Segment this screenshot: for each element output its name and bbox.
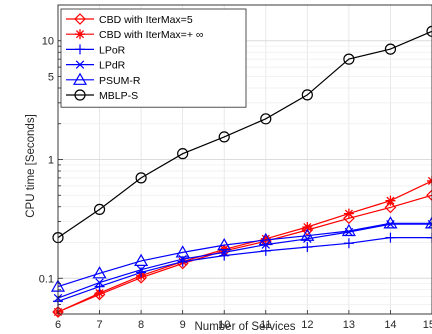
- legend-label: PSUM-R: [99, 75, 141, 87]
- x-tick-label: 12: [301, 319, 313, 331]
- y-tick-label: 10: [42, 36, 54, 48]
- legend-label: CBD with IterMax=+ ∞: [99, 29, 203, 41]
- y-tick-label: 5: [48, 71, 54, 83]
- x-tick-label: 15: [423, 319, 432, 331]
- x-tick-label: 13: [343, 319, 355, 331]
- marker-asterisk: [344, 209, 354, 219]
- marker-asterisk: [261, 234, 271, 244]
- x-axis-label: Number of Services: [195, 321, 296, 333]
- x-tick-label: 8: [138, 319, 144, 331]
- legend-label: CBD with IterMax=5: [99, 14, 193, 26]
- marker-asterisk: [385, 196, 395, 206]
- x-tick-label: 7: [96, 319, 102, 331]
- y-tick-label: 0.1: [39, 273, 54, 285]
- x-tick-label: 6: [55, 319, 61, 331]
- marker-asterisk: [75, 29, 85, 39]
- x-tick-label: 14: [384, 319, 396, 331]
- legend-label: LPoR: [99, 44, 126, 56]
- legend-label: LPdR: [99, 60, 126, 72]
- x-tick-label: 9: [180, 319, 186, 331]
- legend: CBD with IterMax=5 CBD with IterMax=+ ∞ LP…: [61, 9, 246, 107]
- y-axis-label: CPU time [Seconds]: [25, 114, 37, 218]
- y-tick-label: 1: [48, 155, 54, 167]
- legend-label: MBLP-S: [99, 90, 138, 102]
